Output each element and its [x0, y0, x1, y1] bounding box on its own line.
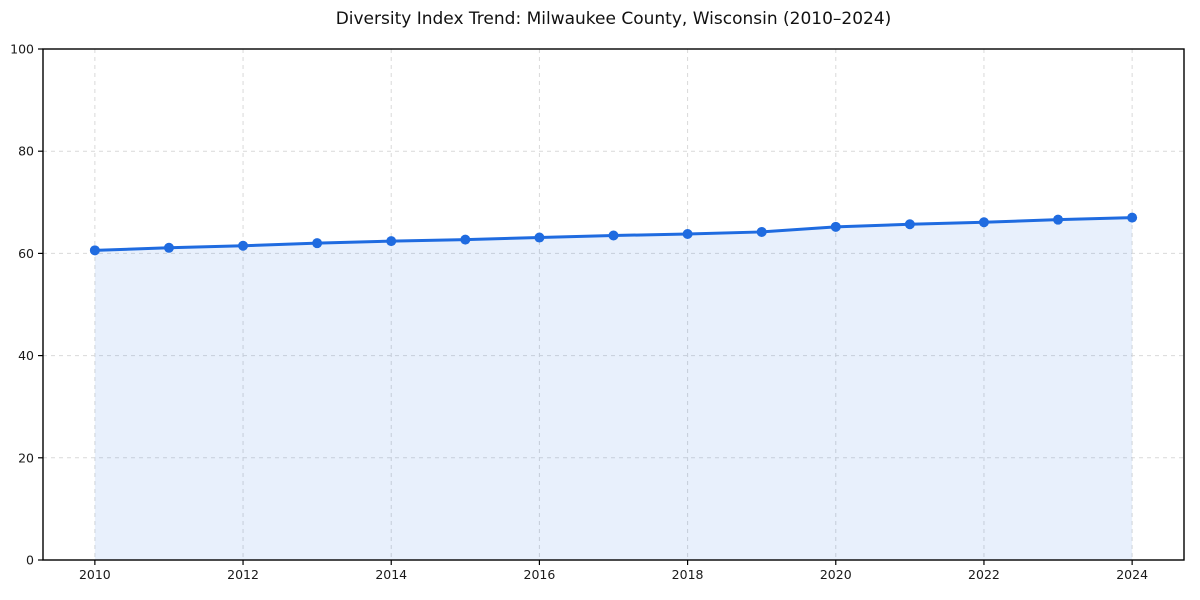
data-point-marker: [534, 232, 545, 243]
x-tick-label: 2010: [79, 567, 111, 582]
data-point-marker: [830, 221, 841, 232]
data-point-marker: [904, 219, 915, 230]
data-point-marker: [682, 228, 693, 239]
data-point-marker: [386, 236, 397, 247]
x-tick-label: 2012: [227, 567, 259, 582]
data-point-marker: [312, 238, 323, 249]
data-point-marker: [89, 245, 100, 256]
x-tick-label: 2016: [524, 567, 556, 582]
plot-border: [42, 48, 1185, 561]
y-tick-label: 0: [26, 553, 34, 568]
data-point-marker: [608, 230, 619, 241]
x-tick-label: 2024: [1116, 567, 1148, 582]
x-tick-label: 2014: [375, 567, 407, 582]
x-tick-label: 2022: [968, 567, 1000, 582]
data-point-marker: [238, 240, 249, 251]
data-point-marker: [978, 217, 989, 228]
area-fill: [94, 217, 1133, 560]
data-point-marker: [1053, 214, 1064, 225]
data-point-marker: [460, 234, 471, 245]
data-point-marker: [1127, 212, 1138, 223]
data-point-marker: [163, 242, 174, 253]
y-tick-label: 100: [10, 42, 34, 57]
y-tick-label: 40: [18, 348, 34, 363]
y-tick-label: 60: [18, 246, 34, 261]
x-tick-label: 2018: [672, 567, 704, 582]
data-point-marker: [756, 226, 767, 237]
x-tick-label: 2020: [820, 567, 852, 582]
y-tick-label: 20: [18, 450, 34, 465]
y-tick-label: 80: [18, 144, 34, 159]
chart-title: Diversity Index Trend: Milwaukee County,…: [335, 9, 892, 29]
